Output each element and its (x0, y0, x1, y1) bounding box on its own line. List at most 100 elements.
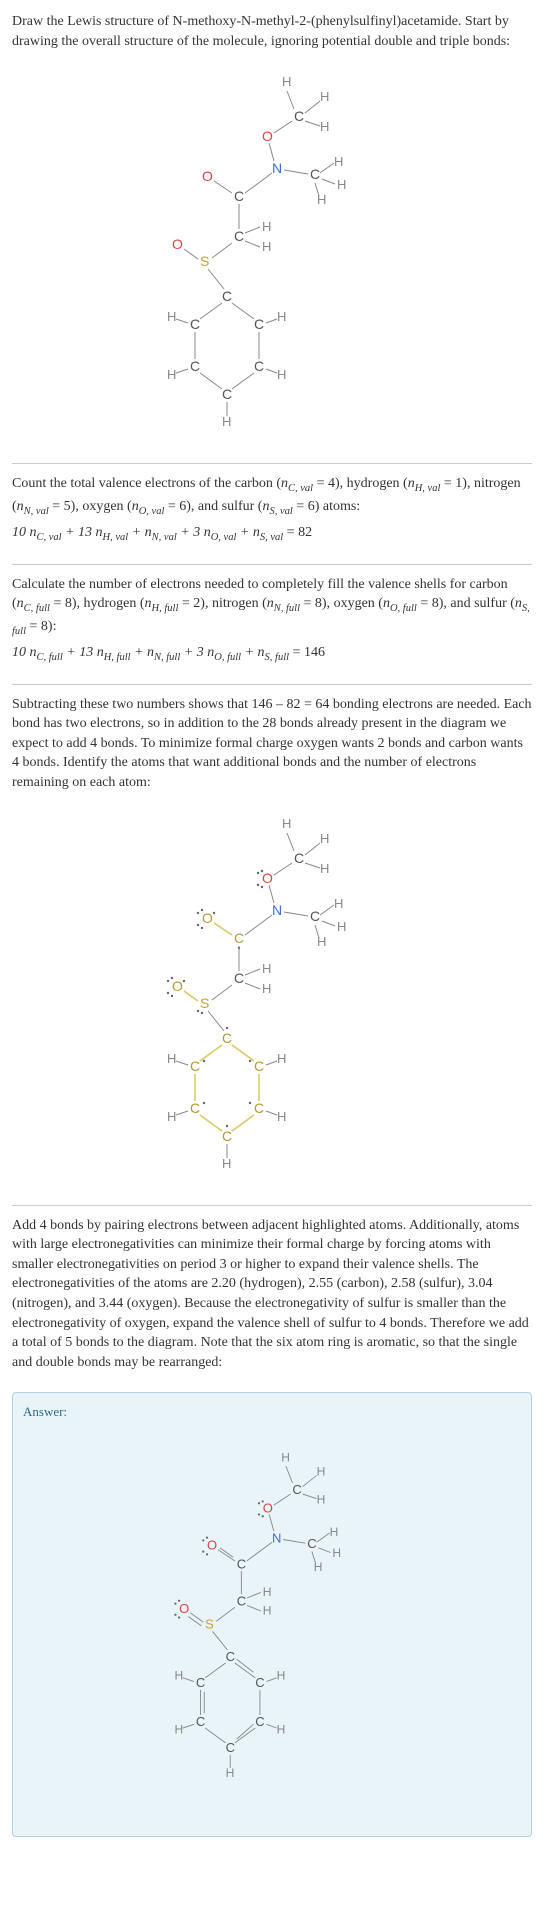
step3-section: Calculate the number of electrons needed… (12, 575, 532, 674)
svg-text:O: O (179, 1600, 189, 1615)
svg-text:H: H (320, 119, 329, 134)
svg-text:C: C (226, 1740, 235, 1755)
svg-text:H: H (167, 1051, 176, 1066)
svg-text:C: C (307, 1535, 316, 1550)
svg-text:O: O (172, 978, 183, 994)
svg-text:H: H (262, 961, 271, 976)
svg-text:C: C (254, 1058, 264, 1074)
svg-text:C: C (294, 850, 304, 866)
svg-text:C: C (196, 1675, 205, 1690)
intro-text: Draw the Lewis structure of N-methoxy-N-… (12, 14, 510, 49)
svg-text:H: H (334, 154, 343, 169)
svg-text:O: O (202, 910, 213, 926)
step3-equation: 10 nC, full + 13 nH, full + nN, full + 3… (12, 643, 532, 665)
svg-text:C: C (190, 1100, 200, 1116)
svg-text:O: O (262, 870, 273, 886)
svg-text:C: C (237, 1593, 246, 1608)
svg-text:C: C (234, 970, 244, 986)
svg-text:C: C (234, 228, 244, 244)
svg-text:H: H (334, 896, 343, 911)
svg-text:H: H (277, 1051, 286, 1066)
diagram-2: H H C H O N C H H H C O C H H S O C C C … (12, 813, 532, 1193)
svg-text:C: C (294, 108, 304, 124)
svg-text:H: H (262, 219, 271, 234)
svg-text:O: O (172, 236, 183, 252)
svg-text:H: H (222, 1156, 231, 1171)
svg-text:H: H (332, 1546, 341, 1560)
svg-text:C: C (190, 358, 200, 374)
diagram-1: H H C H O N C H H H C O C H H S O C C C … (12, 71, 532, 451)
svg-text:C: C (234, 930, 244, 946)
svg-text:H: H (167, 367, 176, 382)
svg-text:H: H (277, 1722, 286, 1736)
svg-text:H: H (337, 919, 346, 934)
svg-text:H: H (317, 1492, 326, 1506)
svg-text:S: S (200, 253, 209, 269)
divider-3 (12, 684, 532, 685)
svg-text:C: C (237, 1556, 246, 1571)
svg-text:C: C (310, 166, 320, 182)
svg-text:H: H (175, 1722, 184, 1736)
svg-text:C: C (254, 1100, 264, 1116)
svg-text:S: S (200, 995, 209, 1011)
svg-text:H: H (262, 239, 271, 254)
step2-section: Count the total valence electrons of the… (12, 474, 532, 553)
svg-text:C: C (255, 1675, 264, 1690)
svg-text:C: C (255, 1714, 264, 1729)
svg-text:O: O (207, 1537, 217, 1552)
svg-text:C: C (222, 288, 232, 304)
svg-text:H: H (226, 1766, 235, 1780)
answer-label: Answer: (23, 1403, 521, 1421)
svg-text:C: C (254, 316, 264, 332)
svg-text:C: C (190, 1058, 200, 1074)
svg-text:O: O (263, 1500, 273, 1515)
svg-text:H: H (277, 367, 286, 382)
svg-text:H: H (262, 981, 271, 996)
svg-text:O: O (202, 168, 213, 184)
diagram-answer: H H C H O N C H H H C O C H H S O (23, 1434, 521, 1814)
svg-text:C: C (190, 316, 200, 332)
svg-text:H: H (277, 309, 286, 324)
svg-text:H: H (263, 1585, 272, 1599)
svg-text:H: H (330, 1524, 339, 1538)
svg-text:C: C (292, 1482, 301, 1497)
step4-text: Subtracting these two numbers shows that… (12, 697, 532, 790)
svg-text:O: O (262, 128, 273, 144)
svg-text:H: H (263, 1603, 272, 1617)
step2-equation: 10 nC, val + 13 nH, val + nN, val + 3 nO… (12, 523, 532, 545)
intro-section: Draw the Lewis structure of N-methoxy-N-… (12, 12, 532, 59)
svg-text:C: C (226, 1649, 235, 1664)
svg-text:H: H (222, 414, 231, 429)
step5-text: Add 4 bonds by pairing electrons between… (12, 1218, 529, 1370)
svg-text:N: N (272, 1530, 281, 1545)
answer-box: Answer: H H C H O N C H H H C O C H H (12, 1392, 532, 1836)
svg-text:C: C (196, 1714, 205, 1729)
divider-4 (12, 1205, 532, 1206)
divider-2 (12, 564, 532, 565)
svg-text:H: H (282, 74, 291, 89)
svg-text:C: C (222, 386, 232, 402)
step5-section: Add 4 bonds by pairing electrons between… (12, 1216, 532, 1381)
svg-text:H: H (277, 1668, 286, 1682)
svg-text:H: H (281, 1450, 290, 1464)
svg-text:H: H (320, 861, 329, 876)
step4-section: Subtracting these two numbers shows that… (12, 695, 532, 801)
svg-text:H: H (282, 816, 291, 831)
svg-text:H: H (167, 309, 176, 324)
svg-text:C: C (222, 1030, 232, 1046)
svg-text:H: H (317, 1464, 326, 1478)
svg-text:H: H (337, 177, 346, 192)
svg-text:H: H (320, 89, 329, 104)
svg-text:N: N (272, 902, 282, 918)
svg-text:C: C (234, 188, 244, 204)
svg-text:H: H (277, 1109, 286, 1124)
svg-text:C: C (310, 908, 320, 924)
svg-text:N: N (272, 160, 282, 176)
step2-text-a: Count the total valence electrons of the… (12, 476, 281, 491)
divider-1 (12, 463, 532, 464)
svg-text:H: H (175, 1668, 184, 1682)
svg-text:H: H (167, 1109, 176, 1124)
svg-text:C: C (254, 358, 264, 374)
svg-text:S: S (205, 1616, 214, 1631)
svg-text:C: C (222, 1128, 232, 1144)
